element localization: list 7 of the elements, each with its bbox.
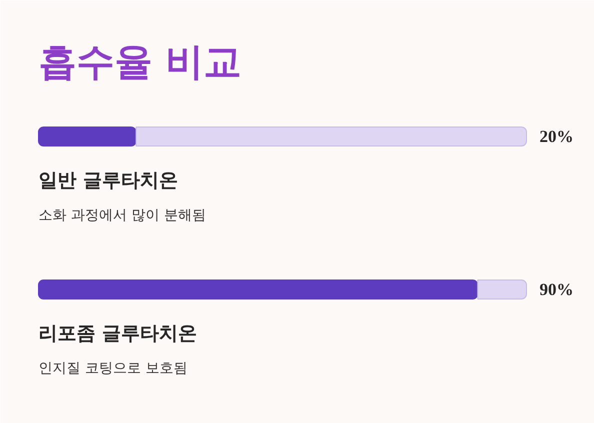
- y-tick-label: 리포좀 글루타치온: [38, 322, 198, 344]
- data-label: 90%: [540, 280, 574, 299]
- y-tick-label: 일반 글루타치온: [38, 170, 178, 192]
- annotation: 인지질 코팅으로 보호됨: [38, 360, 188, 376]
- chart-title: 흡수율 비교: [38, 40, 242, 84]
- data-label: 20%: [540, 127, 574, 146]
- annotation: 소화 과정에서 많이 분해됨: [38, 208, 206, 224]
